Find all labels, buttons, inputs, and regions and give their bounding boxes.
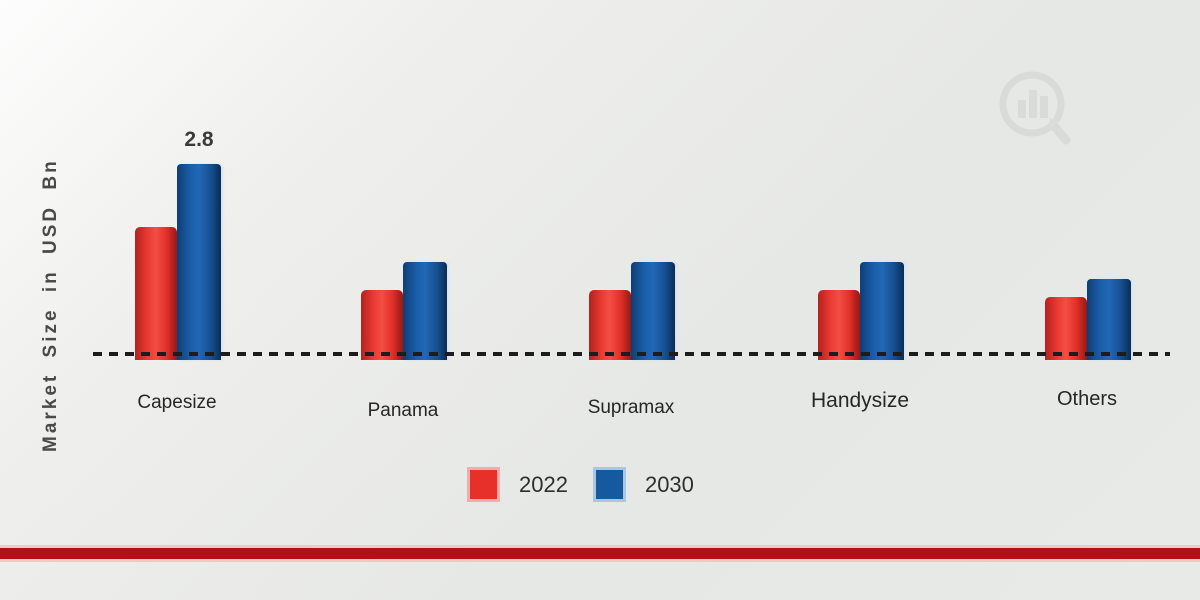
bar-value-annotation: 2.8	[184, 128, 214, 151]
bar-2022-supramax	[589, 290, 631, 360]
bar-2022-capesize	[135, 227, 177, 360]
category-label-supramax: Supramax	[587, 397, 675, 418]
category-label-panama: Panama	[367, 400, 439, 421]
bar-2030-supramax	[631, 262, 675, 360]
category-label-others: Others	[1056, 388, 1118, 410]
bar-2030-capesize	[177, 164, 221, 360]
bar-2022-others	[1045, 297, 1087, 360]
bar-2022-handysize	[818, 290, 860, 360]
magnifier-bar-chart-logo-icon	[999, 71, 1071, 145]
legend: 2022 2030	[470, 470, 694, 499]
bar-2030-panama	[403, 262, 447, 360]
bar-2030-others	[1087, 279, 1131, 360]
category-label-capesize: Capesize	[137, 392, 217, 413]
bar-2030-handysize	[860, 262, 904, 360]
legend-item-2022: 2022	[470, 470, 568, 499]
x-axis-baseline	[93, 352, 1170, 356]
category-label-handysize: Handysize	[810, 389, 910, 412]
bottom-accent-bar	[0, 548, 1200, 559]
legend-swatch-2022	[470, 470, 497, 499]
legend-swatch-2030	[595, 470, 623, 499]
bar-2022-panama	[361, 290, 403, 360]
legend-label-2030: 2030	[644, 471, 694, 497]
legend-item-2030: 2030	[595, 470, 694, 499]
legend-label-2022: 2022	[519, 471, 568, 497]
